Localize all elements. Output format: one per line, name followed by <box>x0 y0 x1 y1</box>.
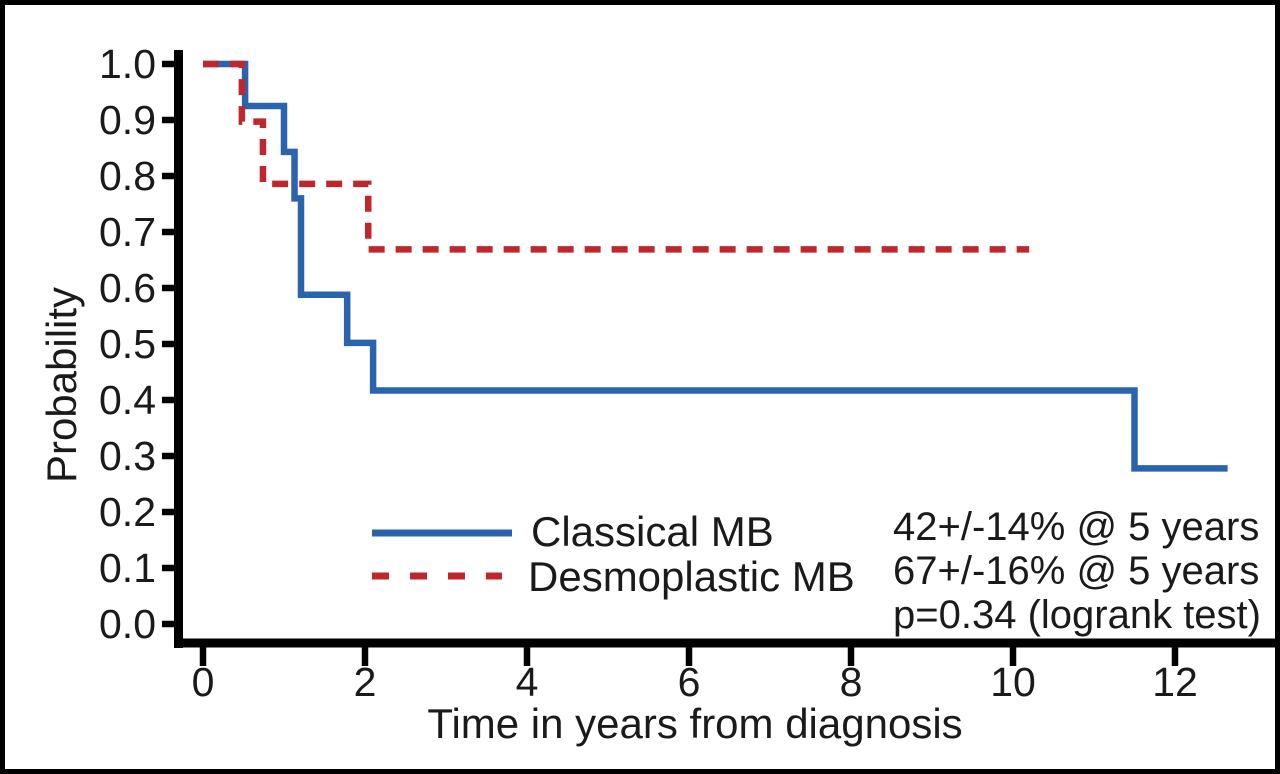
x-tick-label: 10 <box>990 659 1036 705</box>
x-tick-label: 4 <box>516 659 539 705</box>
y-axis-title: Probability <box>38 286 85 484</box>
y-tick-label: 0.1 <box>99 545 156 591</box>
annotation-classical-rate: 42+/-14% @ 5 years <box>893 505 1260 549</box>
km-survival-chart: 0.0 0.1 0.2 0.3 0.4 0.5 0.6 0.7 0.8 0.9 1.0 0 2 4 6 8 10… <box>99 41 1275 705</box>
x-tick-label: 0 <box>192 659 215 705</box>
stats-annotations: 42+/-14% @ 5 years 67+/-16% @ 5 years p=… <box>893 505 1261 637</box>
y-tick-label: 0.4 <box>99 377 156 423</box>
legend-swatches <box>372 529 512 580</box>
x-tick-label: 8 <box>840 659 863 705</box>
x-axis-title: Time in years from diagnosis <box>427 700 963 747</box>
curve-classical-mb <box>203 60 1228 472</box>
y-tick-label: 0.9 <box>99 97 156 143</box>
y-tick-label: 0.5 <box>99 321 156 367</box>
y-tick-label: 0.3 <box>99 433 156 479</box>
axes-layer: 0.0 0.1 0.2 0.3 0.4 0.5 0.6 0.7 0.8 0.9 1.0 0 2 4 6 8 10… <box>99 41 1275 705</box>
y-tick-label: 0.6 <box>99 265 156 311</box>
legend-label-desmoplastic-mb: Desmoplastic MB <box>528 553 855 600</box>
y-tick-label: 1.0 <box>99 41 156 87</box>
legend-label-classical-mb: Classical MB <box>531 508 774 555</box>
annotation-logrank-pvalue: p=0.34 (logrank test) <box>893 593 1261 637</box>
y-tick-label: 0.7 <box>99 209 156 255</box>
annotation-desmoplastic-rate: 67+/-16% @ 5 years <box>893 549 1260 593</box>
x-tick-label: 12 <box>1152 659 1198 705</box>
y-tick-label: 0.0 <box>99 601 156 647</box>
y-tick-label: 0.2 <box>99 489 156 535</box>
curve-desmoplastic-mb <box>203 60 1030 253</box>
x-tick-label: 6 <box>678 659 701 705</box>
y-tick-label: 0.8 <box>99 153 156 199</box>
x-tick-label: 2 <box>354 659 377 705</box>
curves-layer <box>203 60 1228 472</box>
